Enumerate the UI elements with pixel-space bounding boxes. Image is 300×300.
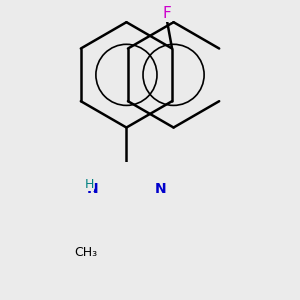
Text: F: F (162, 6, 171, 21)
Text: N: N (155, 182, 167, 196)
Text: N: N (86, 182, 98, 196)
Text: CH₃: CH₃ (74, 246, 97, 260)
Text: H: H (84, 178, 94, 191)
